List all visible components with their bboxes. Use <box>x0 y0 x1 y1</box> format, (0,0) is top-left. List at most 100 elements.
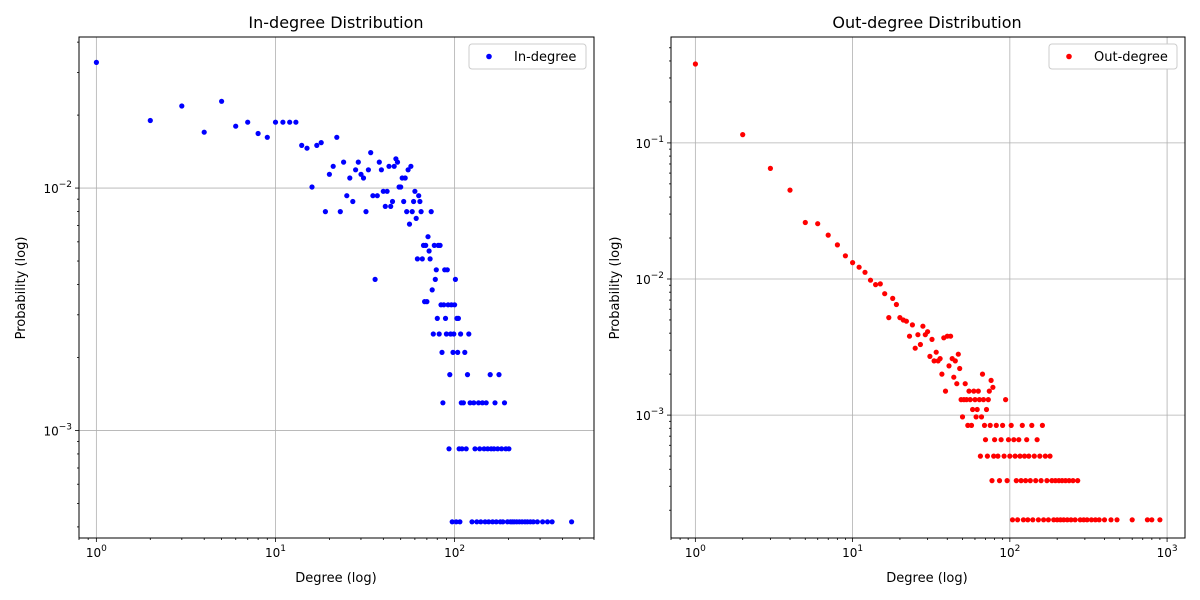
data-point <box>479 400 485 406</box>
data-point <box>432 276 438 282</box>
data-point <box>483 400 489 406</box>
data-point <box>873 282 879 288</box>
data-point <box>996 478 1003 484</box>
legend-marker <box>1066 53 1072 60</box>
data-point <box>467 400 473 406</box>
data-point <box>1018 478 1024 484</box>
data-point <box>549 519 555 525</box>
data-point <box>1044 478 1050 484</box>
data-points <box>692 61 1163 523</box>
data-point <box>463 446 469 452</box>
data-point <box>440 400 446 406</box>
data-point <box>409 209 415 215</box>
data-point <box>287 119 293 125</box>
data-point <box>304 145 310 151</box>
data-point <box>452 276 458 282</box>
data-point <box>1031 453 1037 459</box>
data-point <box>450 349 456 355</box>
data-point <box>933 349 939 355</box>
data-point <box>912 345 918 351</box>
y-tick-label: 10−2 <box>635 271 664 287</box>
data-point <box>475 400 482 406</box>
data-point <box>478 519 484 525</box>
data-point <box>466 331 472 337</box>
data-point <box>882 291 888 297</box>
data-point <box>443 331 449 337</box>
chart-title: In-degree Distribution <box>248 13 423 32</box>
data-point <box>491 446 497 452</box>
data-point <box>962 381 968 387</box>
data-point <box>981 422 988 428</box>
data-point <box>344 193 350 199</box>
data-point <box>402 175 408 181</box>
data-point <box>534 519 541 525</box>
data-point <box>457 519 463 525</box>
data-point <box>977 453 984 459</box>
data-point <box>1041 517 1047 523</box>
data-point <box>972 397 978 403</box>
data-point <box>973 414 979 420</box>
data-point <box>967 397 973 403</box>
data-point <box>458 331 464 337</box>
data-point <box>389 198 396 205</box>
data-point <box>439 349 445 355</box>
data-point <box>391 163 397 169</box>
data-point <box>1066 478 1072 484</box>
y-tick-label: 10−3 <box>635 407 664 423</box>
data-point <box>1072 517 1078 523</box>
data-point <box>1075 478 1081 484</box>
plot-background <box>79 37 594 538</box>
data-point <box>767 165 774 171</box>
data-point <box>472 446 478 452</box>
data-point <box>418 209 424 215</box>
data-point <box>464 372 471 378</box>
data-point <box>326 171 332 177</box>
data-point <box>1096 517 1102 523</box>
data-point <box>434 315 440 321</box>
legend-box <box>468 43 587 70</box>
data-point <box>1003 397 1009 403</box>
data-point <box>937 356 943 362</box>
data-point <box>374 193 380 199</box>
data-point <box>1001 453 1007 459</box>
data-point <box>974 406 980 413</box>
data-point <box>147 117 153 124</box>
data-point <box>424 299 430 305</box>
data-point <box>363 209 369 215</box>
data-point <box>299 142 305 148</box>
y-axis-label: Probability (log) <box>608 237 623 340</box>
data-point <box>1009 517 1016 523</box>
data-point <box>987 422 993 428</box>
data-point <box>856 264 862 270</box>
data-point <box>378 167 384 173</box>
data-point <box>386 163 392 169</box>
data-point <box>978 414 985 420</box>
data-point <box>1005 437 1012 443</box>
data-point <box>1084 517 1090 523</box>
data-point <box>998 437 1004 443</box>
data-point <box>1004 478 1010 484</box>
x-tick-label: 102 <box>444 544 465 560</box>
data-point <box>500 519 506 525</box>
data-point <box>1015 517 1021 523</box>
data-point <box>372 276 378 282</box>
data-point <box>401 198 407 205</box>
data-point <box>499 446 505 452</box>
chart-title: Out-degree Distribution <box>832 13 1021 32</box>
data-point <box>433 267 439 273</box>
data-point <box>481 446 487 452</box>
data-point <box>368 150 374 156</box>
data-point <box>1007 453 1013 459</box>
data-point <box>992 437 998 443</box>
in-degree-chart: 100 101 102 10−3 10−2 In-degree Distribution… <box>14 13 595 586</box>
data-point <box>1129 517 1135 523</box>
data-point <box>446 446 452 452</box>
data-point <box>459 446 465 452</box>
legend-box <box>1048 43 1178 70</box>
legend-marker <box>486 53 492 60</box>
data-point <box>347 175 353 181</box>
data-point <box>398 184 404 190</box>
data-point <box>490 519 496 525</box>
data-point <box>931 358 937 364</box>
legend: Out-degree <box>1048 43 1178 70</box>
